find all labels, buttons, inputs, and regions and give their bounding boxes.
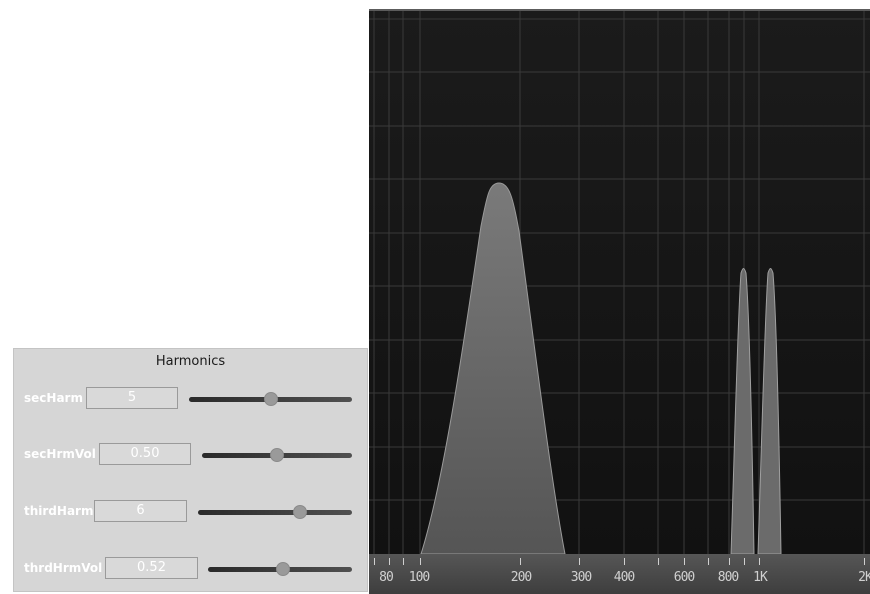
tick-mark (420, 558, 421, 565)
tick-mark (729, 558, 730, 565)
sec-hrm-vol-slider[interactable] (202, 448, 352, 462)
third-harm-row: thirdHarm 6 (14, 500, 367, 524)
thrd-hrm-vol-value-field[interactable]: 0.52 (105, 557, 198, 579)
freq-label-200: 200 (510, 570, 533, 585)
sec-harm-slider-thumb[interactable] (263, 392, 278, 406)
tick-mark (374, 558, 375, 565)
thrd-hrm-vol-row: thrdHrmVol 0.52 (14, 557, 367, 581)
tick-mark (579, 558, 580, 565)
third-harm-slider-thumb[interactable] (292, 505, 307, 519)
sec-harm-label: secHarm (24, 391, 83, 405)
harmonics-panel: Harmonics secHarm 5 secHrmVol 0.50 third… (13, 348, 368, 592)
sec-harm-row: secHarm 5 (14, 387, 367, 411)
fundamental-peak (420, 182, 566, 554)
sec-harm-slider[interactable] (189, 392, 352, 406)
tick-mark (624, 558, 625, 565)
tick-mark (520, 558, 521, 565)
spectrum-plot (369, 11, 870, 554)
tick-mark (684, 558, 685, 565)
sec-hrm-vol-row: secHrmVol 0.50 (14, 443, 367, 467)
freq-label-2k: 2K (858, 570, 870, 585)
tick-mark (708, 558, 709, 565)
tick-mark (389, 558, 390, 565)
thrd-hrm-vol-label: thrdHrmVol (24, 561, 103, 575)
sec-hrm-vol-value-field[interactable]: 0.50 (99, 443, 191, 465)
tick-mark (864, 558, 865, 565)
freq-label-100: 100 (408, 570, 431, 585)
thrd-hrm-vol-slider-thumb[interactable] (275, 562, 290, 576)
freq-label-400: 400 (613, 570, 636, 585)
third-harm-label: thirdHarm (24, 504, 94, 518)
freq-label-80: 80 (379, 570, 394, 585)
sec-hrm-vol-slider-thumb[interactable] (270, 448, 284, 462)
panel-title: Harmonics (155, 354, 226, 369)
third-harm-slider[interactable] (198, 505, 352, 519)
tick-mark (403, 558, 404, 565)
second-harmonic-peak (730, 268, 755, 554)
thrd-hrm-vol-slider[interactable] (208, 562, 352, 576)
frequency-axis: 80 100 200 300 400 600 800 1K 2K (369, 554, 870, 594)
freq-label-300: 300 (570, 570, 593, 585)
tick-mark (744, 558, 745, 565)
freq-label-600: 600 (673, 570, 696, 585)
tick-mark (759, 558, 760, 565)
freq-label-1k: 1K (753, 570, 768, 585)
tick-mark (658, 558, 659, 565)
third-harmonic-peak (757, 268, 782, 554)
freq-label-800: 800 (717, 570, 740, 585)
spectrum-analyzer: 80 100 200 300 400 600 800 1K 2K (369, 9, 870, 594)
sec-harm-value-field[interactable]: 5 (86, 387, 178, 409)
sec-hrm-vol-label: secHrmVol (24, 447, 96, 461)
third-harm-value-field[interactable]: 6 (94, 500, 187, 522)
